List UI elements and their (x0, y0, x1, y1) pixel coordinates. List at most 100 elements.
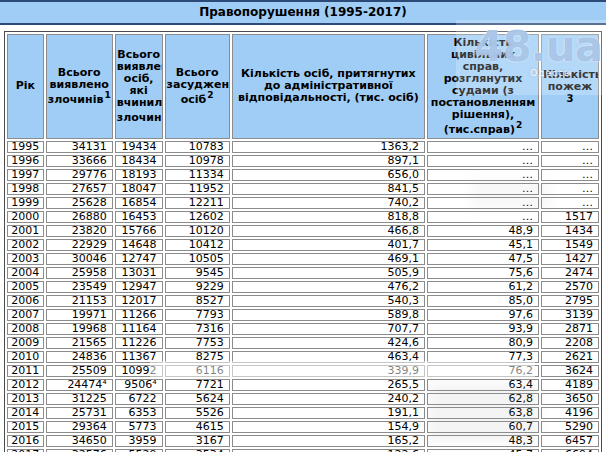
cell-value: 707,7 (232, 323, 425, 335)
cell-value: 5624 (165, 393, 230, 405)
cell-value: 7721 (165, 379, 230, 391)
table-row: 200719971112667793589,897,63139 (7, 309, 599, 321)
cell-value: 740,2 (232, 197, 425, 209)
column-header-footnote: 2 (516, 120, 522, 130)
cell-value: 62,8 (427, 393, 539, 405)
cell-value: 841,5 (232, 183, 425, 195)
cell-value: 15766 (115, 225, 163, 237)
table-row: 20152936457734615154,960,75290 (7, 421, 599, 433)
cell-year: 2002 (7, 239, 44, 251)
cell-value: 2208 (541, 337, 599, 349)
cell-value: 11164 (115, 323, 163, 335)
cell-value: 48,3 (427, 435, 539, 447)
cell-value: … (427, 169, 539, 181)
cell-value: 13031 (115, 267, 163, 279)
cell-value: 3650 (541, 393, 599, 405)
column-header-label: Кількість пожеж (543, 68, 599, 93)
cell-value: 2621 (541, 351, 599, 363)
cell-value: 10120 (165, 225, 230, 237)
cell-value: 8275 (165, 351, 230, 363)
column-header-label: Кількість осіб, притягнутих до адміністр… (238, 67, 419, 104)
table-row: 200425958130319545505,975,62474 (7, 267, 599, 279)
cell-value: 7316 (165, 323, 230, 335)
cell-value: 6353 (115, 407, 163, 419)
cell-value: 2795 (541, 295, 599, 307)
cell-value: 10992 (115, 365, 163, 377)
cell-value: 5529 (115, 449, 163, 452)
cell-value: 24836 (46, 351, 113, 363)
cell-value: 85,0 (427, 295, 539, 307)
cell-value: 45,1 (427, 239, 539, 251)
cell-value: 589,8 (232, 309, 425, 321)
cell-value: 76,2 (427, 365, 539, 377)
cell-value: 26880 (46, 211, 113, 223)
cell-value: 1549 (541, 239, 599, 251)
table-row: 201125509109926116339,976,23624 (7, 365, 599, 377)
cell-value: 19971 (46, 309, 113, 321)
cell-value: 9545 (165, 267, 230, 279)
cell-value: 12211 (165, 197, 230, 209)
cell-value: … (427, 155, 539, 167)
cell-year: 2009 (7, 337, 44, 349)
cell-value: 2871 (541, 323, 599, 335)
cell-value: 10978 (165, 155, 230, 167)
cell-value: … (541, 141, 599, 153)
cell-value: 25628 (46, 197, 113, 209)
cell-value: 3534 (165, 449, 230, 452)
cell-value: 154,9 (232, 421, 425, 433)
cell-value: 6457 (541, 435, 599, 447)
column-header-footnote: 2 (207, 90, 213, 100)
cell-value: 6722 (115, 393, 163, 405)
cell-value: 469,1 (232, 253, 425, 265)
table-row: 1997297761819311334656,0…… (7, 169, 599, 181)
cell-year: 2015 (7, 421, 44, 433)
cell-value: … (541, 183, 599, 195)
cell-value: 14648 (115, 239, 163, 251)
cell-value: 476,2 (232, 281, 425, 293)
cell-value: 19968 (46, 323, 113, 335)
cell-value: 3139 (541, 309, 599, 321)
page: Правопорушення (1995-2017) РікВсього вия… (0, 0, 606, 452)
page-title: Правопорушення (1995-2017) (199, 5, 407, 19)
cell-value: 47,5 (427, 253, 539, 265)
cell-value: … (427, 211, 539, 223)
column-header: Рік (7, 34, 44, 139)
cell-value: 5773 (115, 421, 163, 433)
cell-value: 401,7 (232, 239, 425, 251)
cell-value: 12747 (115, 253, 163, 265)
cell-value: 1427 (541, 253, 599, 265)
cell-value: 818,8 (232, 211, 425, 223)
table-row: 201024836113678275463,477,32621 (7, 351, 599, 363)
table-row: 200921565112267753424,680,92208 (7, 337, 599, 349)
cell-year: 2005 (7, 281, 44, 293)
cell-value: 191,1 (232, 407, 425, 419)
table-row: 20133122567225624240,262,83650 (7, 393, 599, 405)
column-header-label: Рік (16, 79, 35, 92)
cell-value: 1517 (541, 211, 599, 223)
cell-value: 656,0 (232, 169, 425, 181)
cell-value: 80,9 (427, 337, 539, 349)
cell-value: 77,3 (427, 351, 539, 363)
cell-value: 61,2 (427, 281, 539, 293)
cell-year: 2012 (7, 379, 44, 391)
cell-value: 3959 (115, 435, 163, 447)
table-row: 2003300461274710505469,147,51427 (7, 253, 599, 265)
cell-value: 22929 (46, 239, 113, 251)
cell-value: 10505 (165, 253, 230, 265)
cell-value: 466,8 (232, 225, 425, 237)
cell-value: 1434 (541, 225, 599, 237)
cell-value: 240,2 (232, 393, 425, 405)
cell-value: … (541, 155, 599, 167)
cell-value: 34650 (46, 435, 113, 447)
cell-value: 4196 (541, 407, 599, 419)
column-header-footnote: 3 (543, 93, 597, 104)
cell-value: 2474 (541, 267, 599, 279)
cell-value: 424,6 (232, 337, 425, 349)
cell-value: 18434 (115, 155, 163, 167)
cell-value: 339,9 (232, 365, 425, 377)
cell-value: 11226 (115, 337, 163, 349)
table-row: 20173257655293534122,645,76694 (7, 449, 599, 452)
cell-value: 25958 (46, 267, 113, 279)
cell-year: 1998 (7, 183, 44, 195)
cell-value: 122,6 (232, 449, 425, 452)
